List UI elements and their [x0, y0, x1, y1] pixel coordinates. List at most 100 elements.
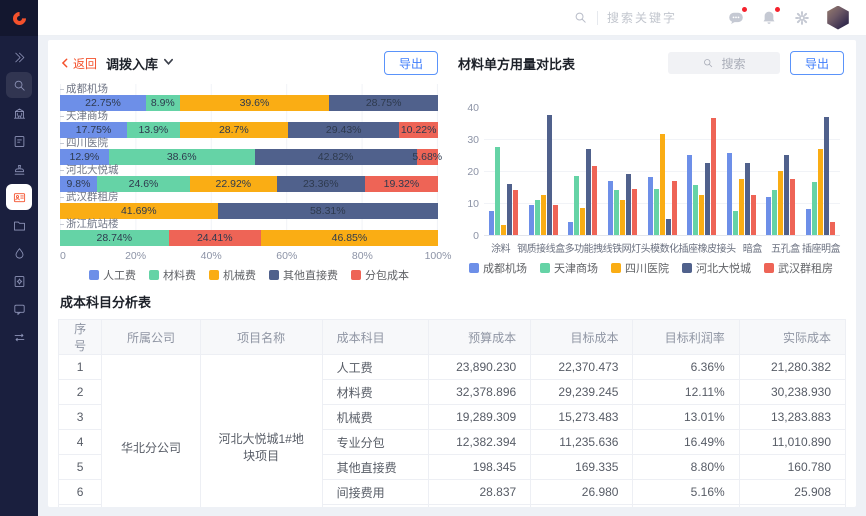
- cell-no: 5: [57, 454, 103, 480]
- bar-segment: 5.68%: [412, 149, 443, 165]
- bar-segment: 23.36%: [276, 176, 365, 192]
- stacked-bar-row: 天津商场 17.75% 13.9% 28.7% 29.43% 10.22%: [60, 111, 438, 138]
- bar: [546, 115, 552, 235]
- notification-dot: [775, 6, 780, 12]
- messages-button[interactable]: [727, 6, 747, 27]
- legend-swatch: [269, 270, 279, 280]
- category-label: 河北大悦城: [60, 165, 438, 176]
- cell-actual: 13,283.883: [738, 404, 847, 430]
- cell-subject: 间接费用: [321, 479, 429, 505]
- global-search-input[interactable]: 搜索关键字: [573, 9, 677, 26]
- table-row: 4 专业分包 12,382.394 11,235.636 16.49% 11,010.89…: [57, 429, 847, 455]
- back-button[interactable]: 返回: [60, 55, 97, 72]
- cell-margin: 12.11%: [632, 379, 740, 405]
- bar-segment: 38.6%: [108, 149, 255, 165]
- sidebar-item-report[interactable]: [6, 268, 32, 294]
- bar-segment: 24.41%: [168, 230, 261, 246]
- cell-margin: 8.80%: [632, 454, 740, 480]
- bar: [495, 147, 501, 235]
- cell-budget: 32,378.896: [427, 379, 532, 405]
- bar-group: [642, 108, 682, 235]
- bar: [829, 222, 835, 235]
- stacked-bar-row: 武汉群租房 41.69% 58.31%: [60, 192, 438, 219]
- column-header: 序号: [57, 319, 103, 355]
- y-axis-tick: 0: [473, 230, 479, 242]
- sidebar-item-badge-card[interactable]: [6, 184, 32, 210]
- sidebar-item-expand[interactable]: [6, 44, 32, 70]
- sidebar-item-folder[interactable]: [6, 212, 32, 238]
- document-edit-icon: [14, 135, 24, 147]
- bar: [790, 179, 796, 235]
- bar: [738, 179, 744, 235]
- table-title: 成本科目分析表: [60, 295, 152, 310]
- legend-swatch: [351, 270, 361, 280]
- export-button-left[interactable]: 导出: [383, 51, 438, 75]
- gear-icon: [795, 10, 809, 25]
- y-axis-tick: 30: [467, 134, 479, 146]
- topbar-actions: [727, 5, 850, 30]
- legend-swatch: [209, 270, 219, 280]
- chart-search-input[interactable]: 搜索: [667, 52, 780, 74]
- expand-icon: [14, 52, 24, 62]
- search-icon: [14, 80, 25, 91]
- cell-margin: 16.49%: [632, 429, 740, 455]
- bar: [653, 188, 659, 235]
- bar-group: [563, 108, 603, 235]
- droplet-icon: [15, 247, 23, 259]
- bar-segment: 28.74%: [60, 230, 169, 246]
- legend-item: 四川医院: [611, 260, 669, 276]
- cell-no: 4: [57, 429, 103, 455]
- page-title-dropdown[interactable]: 调拨入库: [106, 56, 159, 72]
- bar: [513, 190, 519, 235]
- bar: [586, 148, 592, 235]
- notifications-button[interactable]: [760, 6, 780, 27]
- table-row: 7 安全文明施工费93.78478.89222.81%91.890: [57, 504, 847, 507]
- category-label: 橡皮接头: [697, 244, 737, 255]
- legend-swatch: [89, 270, 99, 280]
- bar: [580, 207, 586, 235]
- bar-segment: 13.9%: [127, 122, 180, 138]
- user-avatar[interactable]: [827, 5, 849, 30]
- export-button-right[interactable]: 导出: [789, 51, 844, 75]
- bar: [744, 163, 750, 235]
- stacked-bar-row: 四川医院 12.9% 38.6% 42.82% 5.68%: [60, 138, 443, 165]
- legend-item: 分包成本: [351, 267, 409, 283]
- y-axis-tick: 20: [467, 166, 479, 178]
- cost-analysis-section: 成本科目分析表 序号 所属公司 项目名称 成本科目 预算成本 目标成本 目标利润率 实际成本 1…: [57, 292, 847, 507]
- breadcrumb: 返回 调拨入库: [60, 54, 384, 73]
- app-logo[interactable]: [0, 0, 38, 36]
- cell-subject: 机械费: [321, 404, 429, 430]
- chart-panels: 返回 调拨入库 导出 成都机场 22.75% 8.9% 39.6% 28.75% 天津商场…: [58, 50, 846, 283]
- bar-group: [721, 108, 761, 235]
- sidebar-item-chat[interactable]: [6, 296, 32, 322]
- cell-actual: 30,238.930: [738, 379, 847, 405]
- bar: [613, 190, 619, 235]
- cell-target: 169.335: [530, 454, 634, 480]
- legend-swatch: [149, 270, 159, 280]
- legend-item: 机械费: [209, 267, 256, 283]
- grouped-chart-plot: 40 30 20 10 0: [467, 102, 840, 242]
- sidebar-item-search[interactable]: [6, 72, 32, 98]
- sidebar-item-transfer[interactable]: [6, 324, 32, 350]
- content-card: 返回 调拨入库 导出 成都机场 22.75% 8.9% 39.6% 28.75% 天津商场…: [48, 40, 856, 507]
- report-icon: [14, 275, 24, 287]
- column-header: 所属公司: [101, 319, 201, 355]
- stacked-chart-legend: 人工费 材料费 机械费 其他直接费 分包成本: [60, 267, 438, 283]
- bar: [705, 163, 711, 235]
- sidebar-item-document-edit[interactable]: [6, 128, 32, 154]
- bar: [805, 209, 811, 235]
- legend-item: 人工费: [89, 267, 136, 283]
- sidebar-item-droplet[interactable]: [6, 240, 32, 266]
- chevron-down-icon[interactable]: [163, 54, 174, 72]
- bar-segment: 8.9%: [145, 95, 180, 111]
- settings-button[interactable]: [793, 9, 811, 27]
- chart-search-placeholder: 搜索: [721, 56, 746, 71]
- bar-group: [524, 108, 564, 235]
- sidebar-item-stamp[interactable]: [6, 156, 32, 182]
- chevron-left-icon: [61, 58, 68, 68]
- chat-icon: [13, 304, 25, 315]
- cell-no: 3: [57, 404, 103, 430]
- bar-group: [603, 108, 643, 235]
- sidebar-item-building[interactable]: [6, 100, 32, 126]
- bar: [489, 211, 495, 235]
